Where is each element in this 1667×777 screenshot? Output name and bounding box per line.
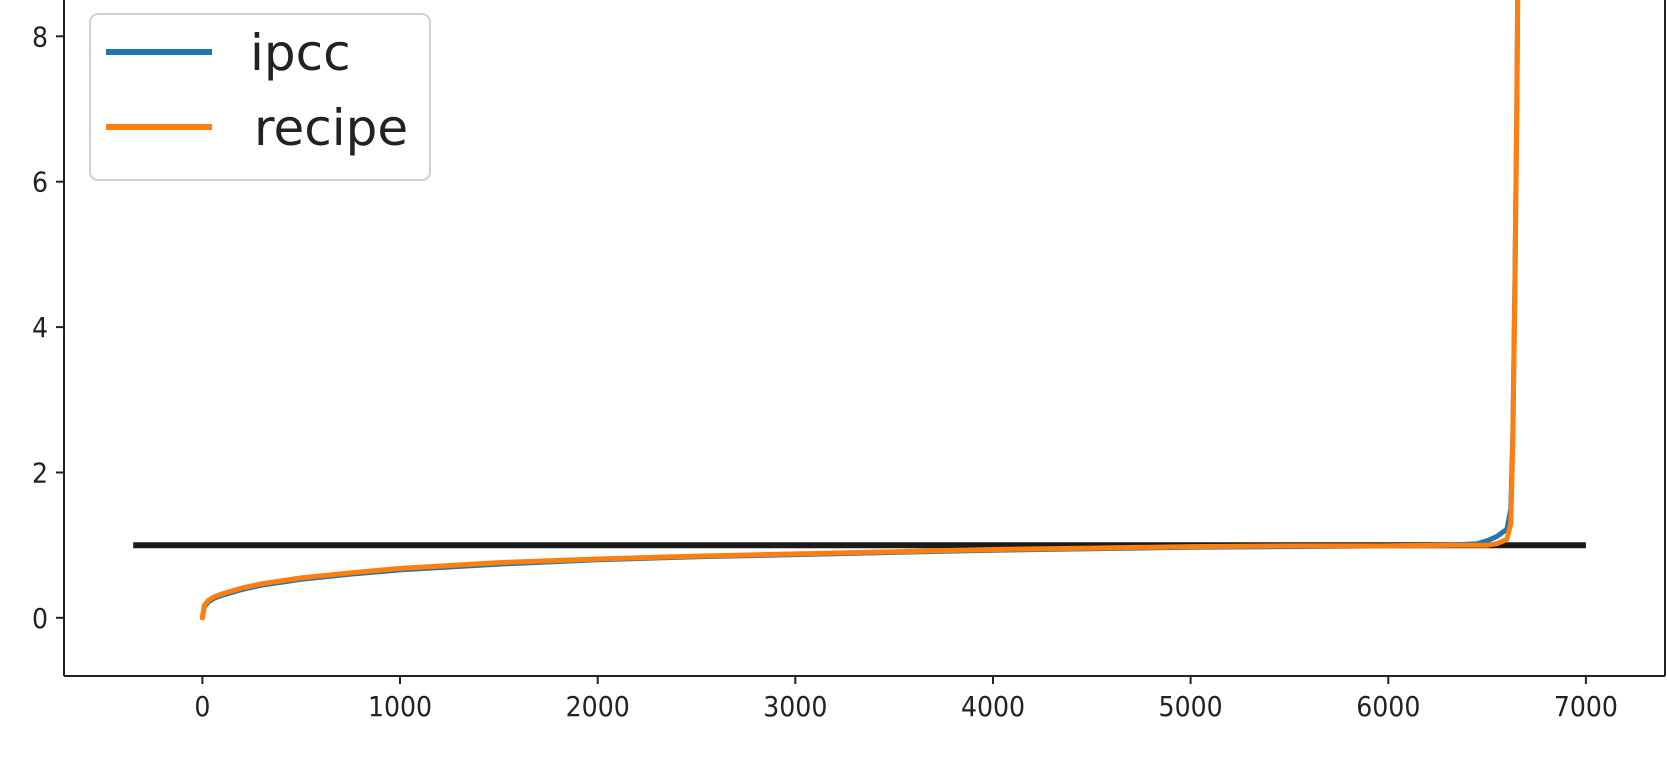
legend-label-ipcc: ipcc xyxy=(250,24,351,82)
y-tick-label: 4 xyxy=(32,311,48,344)
x-tick-label: 1000 xyxy=(368,690,432,723)
x-tick-label: 5000 xyxy=(1159,690,1223,723)
x-tick-label: 6000 xyxy=(1356,690,1420,723)
axes xyxy=(63,0,1666,677)
legend: ipcc recipe xyxy=(89,13,431,181)
x-tick-label: 4000 xyxy=(961,690,1025,723)
x-tick-label: 2000 xyxy=(566,690,630,723)
x-tick-label: 0 xyxy=(194,690,210,723)
legend-box xyxy=(89,13,431,181)
y-tick-label: 2 xyxy=(32,457,48,490)
x-tick-label: 7000 xyxy=(1554,690,1618,723)
y-tick-label: 6 xyxy=(32,166,48,199)
y-axis-ticks: 0 2 4 6 8 xyxy=(32,20,64,635)
x-tick-label: 3000 xyxy=(763,690,827,723)
legend-label-recipe: recipe xyxy=(254,99,408,157)
y-tick-label: 8 xyxy=(32,20,48,53)
x-axis-ticks: 0 1000 2000 3000 4000 5000 6000 7000 xyxy=(194,676,1618,723)
series-layer xyxy=(199,0,1521,621)
y-tick-label: 0 xyxy=(32,602,48,635)
plot-area xyxy=(133,0,1586,621)
series-line-recipe xyxy=(199,0,1521,621)
